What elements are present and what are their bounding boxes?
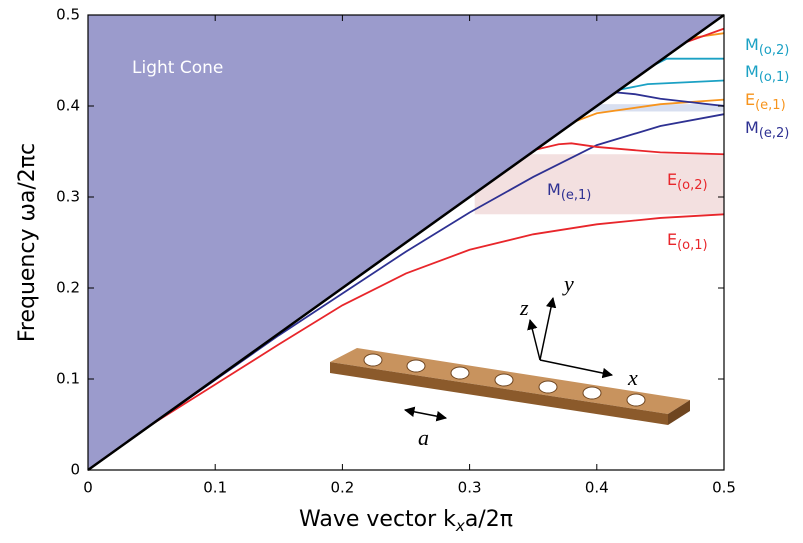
band-label-name: M xyxy=(547,180,561,199)
band-label: E(o,2) xyxy=(667,170,708,193)
holes xyxy=(363,353,646,407)
inset-x: x xyxy=(627,365,638,390)
slab-end xyxy=(668,400,690,425)
band-label-sub: (o,2) xyxy=(759,43,790,58)
coordinate-axes xyxy=(403,296,614,422)
band-label-sub: (e,2) xyxy=(759,126,790,141)
x-axis-label-part: a/2π xyxy=(465,507,513,532)
light-cone-label: Light Cone xyxy=(132,58,223,78)
x-axis-label-part: Wave vector k xyxy=(299,507,456,532)
band-label-sub: (e,1) xyxy=(561,188,592,203)
light-line xyxy=(87,13,725,472)
band-label: M(o,2) xyxy=(745,35,789,58)
band-label-name: E xyxy=(745,90,755,109)
band-curve xyxy=(653,57,724,66)
band-curve xyxy=(619,79,725,91)
band-curve xyxy=(692,32,725,39)
x-tick-label: 0.3 xyxy=(458,479,482,497)
y-axis-label: Frequency ωa/2πc xyxy=(15,143,40,342)
band-label: M(e,1) xyxy=(547,180,591,203)
band-label-sub: (o,1) xyxy=(759,70,790,85)
inset-y: y xyxy=(562,271,574,296)
inset-diagram: x y z a xyxy=(330,271,690,450)
y-tick-label: 0.4 xyxy=(56,97,80,115)
band-curve xyxy=(535,142,725,156)
x-axis-label: Wave vector kxa/2π xyxy=(299,507,513,535)
band-label-name: M xyxy=(745,35,759,54)
band-label: M(o,1) xyxy=(745,62,789,85)
y-tick-label: 0 xyxy=(70,461,80,479)
y-tick-label: 0.1 xyxy=(56,370,80,388)
y-tick-label: 0.3 xyxy=(56,188,80,206)
y-tick-label: 0.5 xyxy=(56,6,80,24)
band-curve xyxy=(685,27,725,44)
band-label-sub: (e,1) xyxy=(755,98,786,113)
plot-frame xyxy=(87,14,725,471)
band-label-sub: (o,1) xyxy=(677,238,708,253)
x-tick-label: 0.1 xyxy=(203,479,227,497)
x-tick-label: 0 xyxy=(83,479,93,497)
band-label-name: M xyxy=(745,118,759,137)
band-label: M(e,2) xyxy=(745,118,789,141)
x-tick-label: 0.4 xyxy=(585,479,609,497)
band-curve xyxy=(87,213,725,471)
band-label-name: M xyxy=(745,62,759,81)
inset-z: z xyxy=(519,295,529,320)
band-label-name: E xyxy=(667,170,677,189)
band-label: E(o,1) xyxy=(667,230,708,253)
gap-band xyxy=(577,104,724,112)
band-curve xyxy=(615,91,725,107)
x-tick-label: 0.2 xyxy=(330,479,354,497)
band-label-name: E xyxy=(667,230,677,249)
x-axis-label-part: x xyxy=(455,517,465,535)
y-tick-label: 0.2 xyxy=(56,279,80,297)
plot-area: Light ConeE(o,1)M(e,1)E(o,2)E(e,1)M(e,2)… xyxy=(15,6,789,535)
band-label: E(e,1) xyxy=(745,90,786,113)
inset-a: a xyxy=(418,425,429,450)
slab-front xyxy=(330,362,668,425)
x-tick-label: 0.5 xyxy=(712,479,736,497)
band-label-sub: (o,2) xyxy=(677,178,708,193)
